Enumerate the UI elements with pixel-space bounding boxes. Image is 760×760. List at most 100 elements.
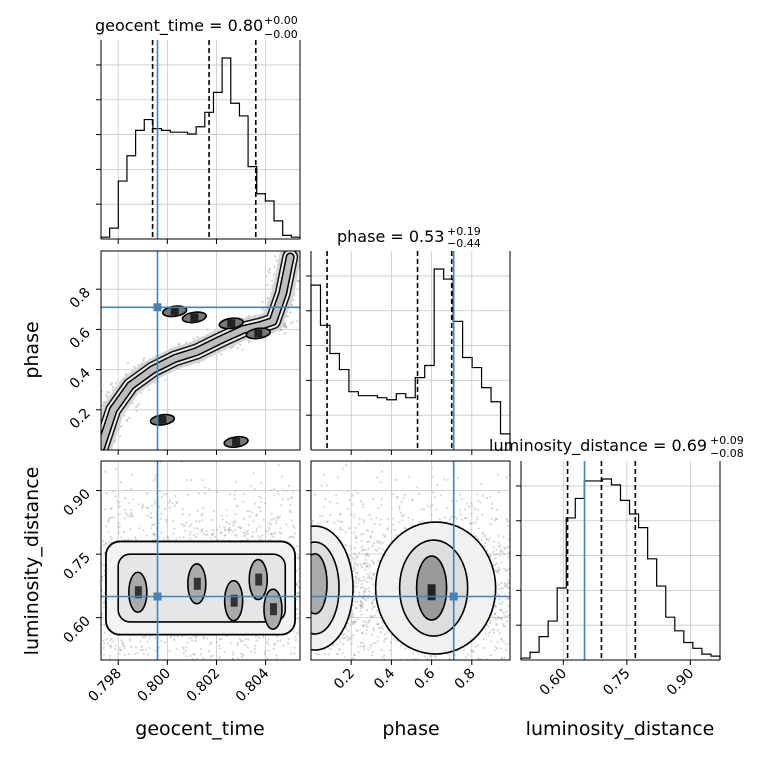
sample-point: [144, 648, 148, 651]
sample-point: [227, 676, 229, 678]
sample-point: [97, 424, 99, 426]
sample-point: [340, 528, 344, 531]
sample-point: [223, 528, 227, 531]
sample-point: [451, 668, 453, 670]
sample-point: [352, 657, 355, 660]
sample-point: [371, 578, 374, 581]
sample-point: [354, 575, 358, 578]
sample-point: [482, 638, 485, 641]
sample-point: [380, 620, 383, 623]
sample-point: [297, 279, 300, 282]
sample-point: [250, 485, 253, 488]
sample-point: [303, 262, 305, 264]
sample-point: [356, 571, 359, 574]
sample-point: [103, 623, 106, 627]
sample-point: [296, 617, 299, 621]
sample-point: [370, 576, 373, 580]
sample-point: [173, 494, 177, 498]
sample-point: [355, 571, 358, 575]
sample-point: [371, 615, 375, 618]
sample-point: [175, 648, 178, 651]
sample-point: [228, 669, 230, 671]
sample-point: [320, 484, 323, 487]
sample-point: [193, 661, 195, 663]
sample-point: [367, 555, 371, 558]
sample-point: [451, 718, 453, 720]
sample-point: [273, 494, 276, 497]
sample-point: [476, 518, 479, 521]
sample-point: [288, 509, 291, 513]
sample-point: [494, 649, 497, 652]
sample-point: [133, 536, 137, 539]
sample-point: [399, 512, 402, 515]
sample-point: [367, 547, 370, 550]
sample-point: [245, 531, 248, 534]
sample-point: [494, 564, 497, 567]
sample-point: [346, 489, 349, 492]
sample-point: [360, 582, 364, 585]
sample-point: [148, 637, 151, 640]
sample-point: [242, 653, 245, 657]
sample-point: [96, 420, 98, 422]
sample-point: [136, 404, 139, 407]
sample-point: [282, 325, 285, 328]
sample-point: [227, 530, 231, 533]
x-tick-label: 0.8: [452, 666, 479, 693]
sample-point: [94, 406, 96, 408]
sample-point: [354, 620, 357, 623]
sample-point: [439, 673, 441, 675]
sample-point: [229, 642, 232, 645]
sample-point: [366, 661, 368, 663]
sample-point: [220, 514, 223, 517]
sample-point: [507, 613, 510, 617]
sample-point: [497, 602, 501, 605]
sample-point: [278, 531, 281, 534]
sample-point: [98, 431, 100, 433]
sample-point: [148, 647, 151, 650]
sample-point: [507, 597, 510, 600]
sample-point: [115, 382, 118, 385]
sample-point: [242, 531, 245, 534]
sample-point: [505, 643, 508, 646]
sample-point: [280, 531, 283, 535]
sample-point: [268, 271, 271, 274]
sample-point: [296, 631, 299, 634]
sample-point: [395, 669, 397, 671]
sample-point: [172, 519, 175, 522]
sample-point: [370, 600, 374, 603]
sample-point: [431, 491, 435, 494]
x-tick-label: 0.90: [664, 666, 697, 699]
sample-point: [384, 713, 386, 715]
sample-point: [188, 513, 191, 516]
truth-marker: [153, 303, 162, 312]
sample-point: [225, 521, 228, 524]
sample-point: [359, 563, 362, 566]
sample-point: [362, 624, 365, 627]
sample-point: [401, 519, 404, 522]
sample-point: [406, 675, 408, 677]
sample-point: [128, 638, 132, 641]
sample-point: [146, 492, 149, 495]
sample-point: [96, 451, 98, 453]
sample-point: [363, 648, 366, 651]
sample-point: [287, 638, 290, 641]
sample-point: [281, 489, 284, 492]
sample-point: [353, 515, 356, 519]
sample-point: [265, 641, 268, 644]
sample-point: [358, 593, 361, 596]
sample-point: [503, 546, 506, 549]
sample-point: [357, 577, 361, 580]
sample-point: [265, 275, 268, 278]
sample-point: [366, 576, 369, 579]
sample-point: [318, 669, 320, 671]
sample-point: [439, 494, 442, 497]
sample-point: [361, 624, 365, 627]
sample-point: [323, 505, 326, 508]
sample-point: [258, 525, 261, 528]
sample-point: [366, 564, 369, 568]
sample-point: [351, 503, 354, 506]
sample-point: [483, 627, 487, 631]
sample-point: [225, 671, 227, 673]
sample-point: [102, 602, 105, 605]
sample-point: [447, 661, 449, 663]
